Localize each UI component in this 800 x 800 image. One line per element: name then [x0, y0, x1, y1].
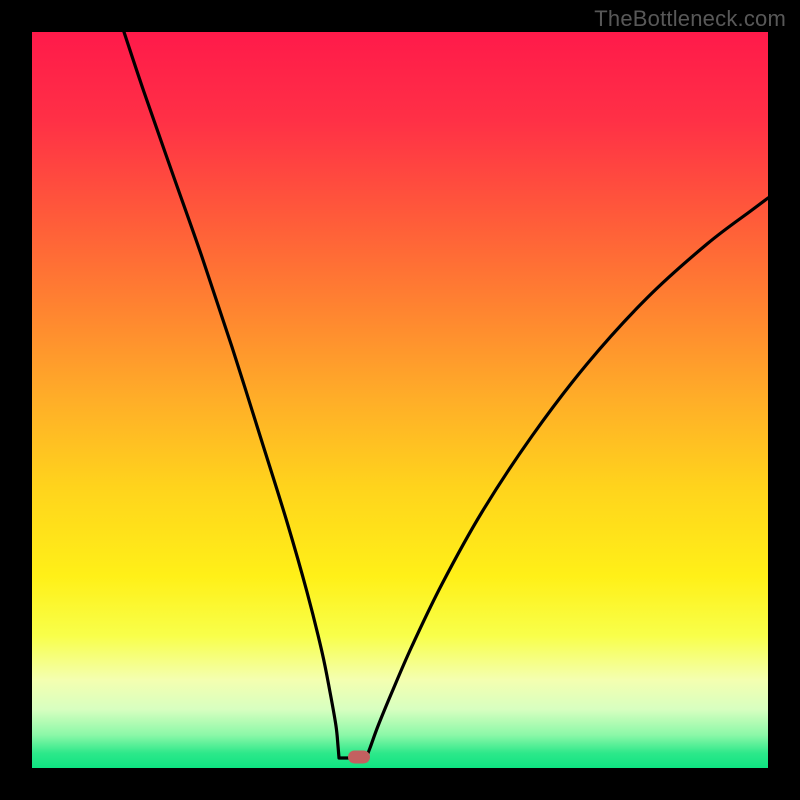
curve-path [124, 32, 768, 758]
optimal-marker [348, 751, 370, 764]
watermark-text: TheBottleneck.com [594, 6, 786, 32]
plot-area [32, 32, 768, 768]
bottleneck-curve [32, 32, 768, 768]
chart-frame: TheBottleneck.com [0, 0, 800, 800]
